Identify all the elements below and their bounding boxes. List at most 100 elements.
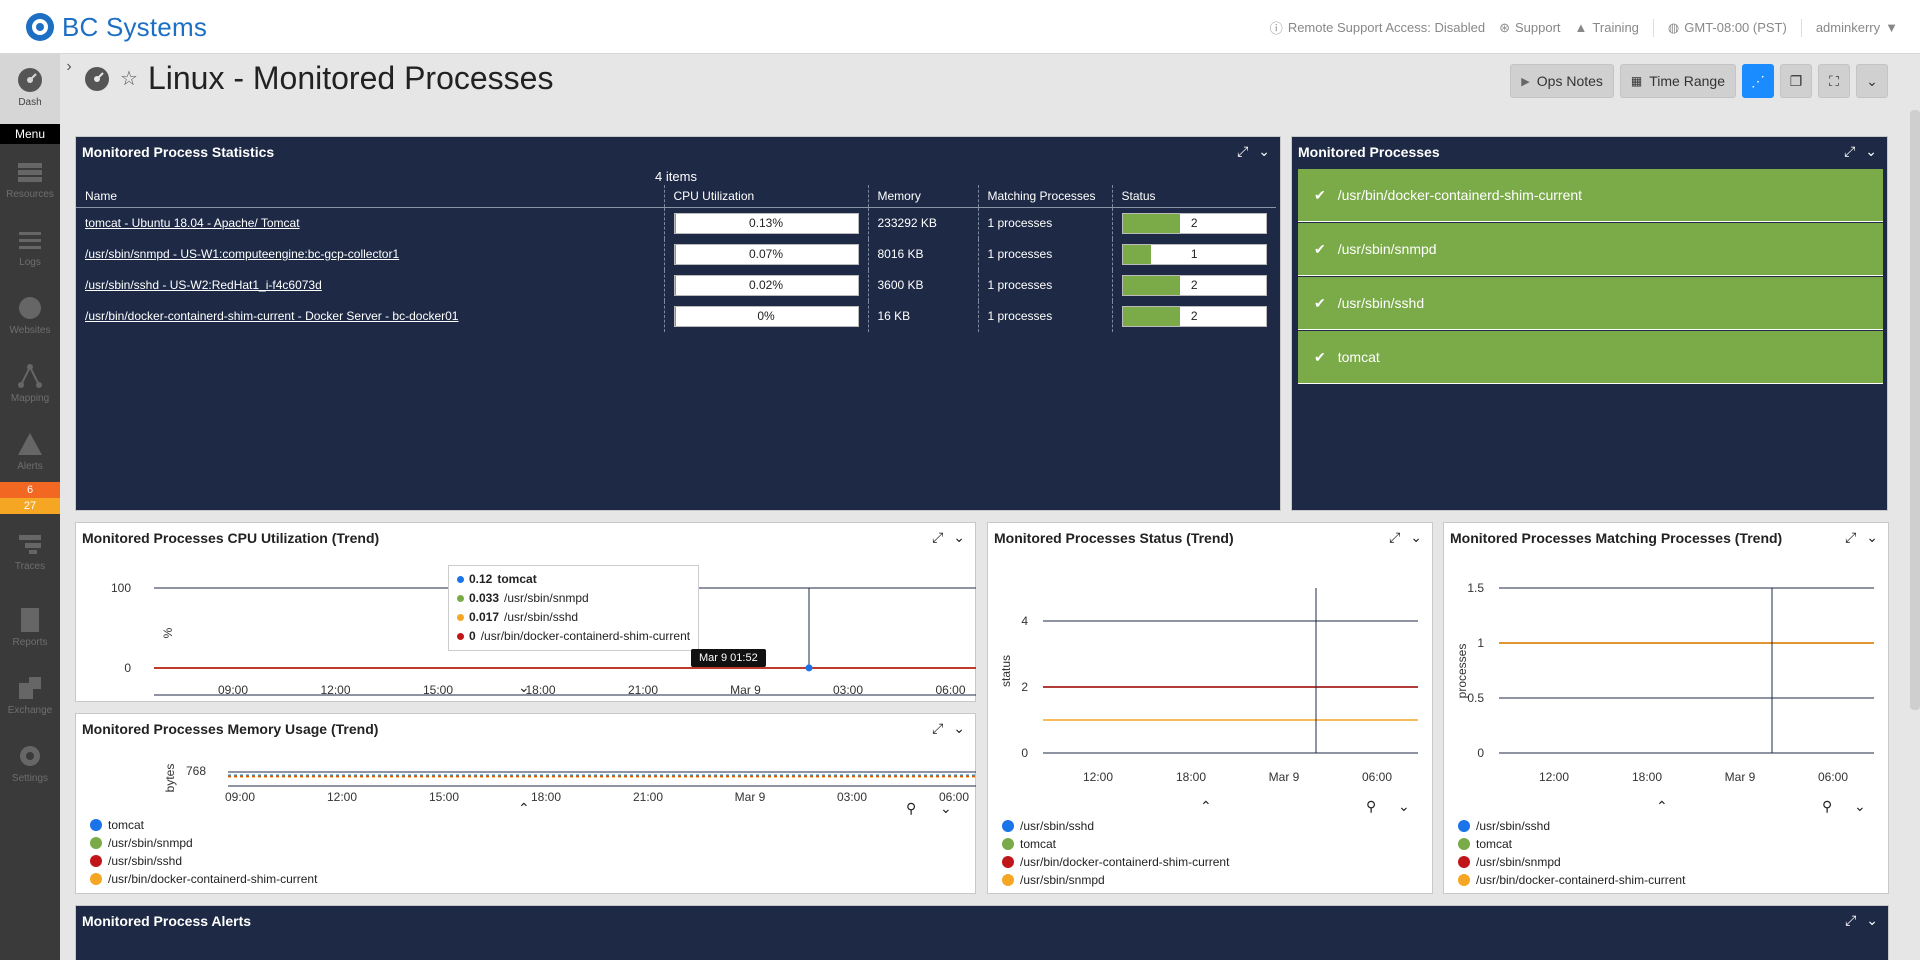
legend-item[interactable]: /usr/sbin/snmpd (1458, 853, 1685, 871)
table-row[interactable]: /usr/sbin/sshd - US-W2:RedHat1_i-f4c6073… (76, 269, 1276, 301)
process-link[interactable]: /usr/bin/docker-containerd-shim-current … (85, 309, 459, 323)
process-link[interactable]: /usr/sbin/snmpd - US-W1:computeengine:bc… (85, 247, 400, 261)
sidebar-item-alerts[interactable]: Alerts (0, 430, 60, 472)
remote-support-link[interactable]: ⓘ Remote Support Access: Disabled (1270, 18, 1485, 37)
legend-item[interactable]: /usr/sbin/sshd (1002, 817, 1229, 835)
matching-trend-chart[interactable]: 0 0.5 1 1.5 processes 12:00 18:00 Mar 9 06:00 (1444, 553, 1888, 783)
legend-item[interactable]: tomcat (1458, 835, 1685, 853)
table-row[interactable]: /usr/sbin/snmpd - US-W1:computeengine:bc… (76, 238, 1276, 270)
logo[interactable]: BC Systems (24, 11, 207, 43)
chevron-down-icon[interactable]: ⌄ (1258, 143, 1270, 159)
chevron-down-icon[interactable]: ⌄ (1398, 798, 1410, 814)
page-scrollbar[interactable] (1910, 110, 1920, 710)
clone-dashboard-button[interactable]: ❐ (1780, 64, 1812, 98)
chevron-up-icon[interactable]: ⌃ (518, 800, 530, 816)
process-link[interactable]: /usr/sbin/sshd - US-W2:RedHat1_i-f4c6073… (85, 278, 322, 292)
legend-item[interactable]: /usr/sbin/snmpd (90, 834, 317, 852)
process-link[interactable]: tomcat - Ubuntu 18.04 - Apache/ Tomcat (85, 216, 300, 231)
support-link[interactable]: ⊛ Support (1499, 20, 1560, 36)
expand-icon[interactable]: ⤢ (1845, 529, 1857, 545)
alert-count-warning[interactable]: 27 (0, 498, 60, 514)
chevron-down-icon[interactable]: ⌄ (518, 679, 530, 695)
sidebar-item-settings[interactable]: Settings (0, 742, 60, 784)
gear-icon (16, 742, 44, 770)
ops-notes-button[interactable]: ▶ Ops Notes (1510, 64, 1614, 98)
sidebar-menu-toggle[interactable]: Menu (0, 124, 60, 144)
cpu-bar-fill (674, 244, 676, 264)
widget-layout-button[interactable]: ⋰ (1742, 64, 1774, 98)
legend-item[interactable]: /usr/sbin/sshd (90, 852, 317, 870)
legend-item[interactable]: /usr/bin/docker-containerd-shim-current (90, 870, 317, 888)
expand-icon[interactable]: ⤢ (1237, 143, 1249, 159)
legend-item[interactable]: /usr/bin/docker-containerd-shim-current (1002, 853, 1229, 871)
legend-item[interactable]: tomcat (1002, 835, 1229, 853)
cpu-trend-chart[interactable]: 0 100% 09:00 12:00 15:00 18:00 21:00 Mar 9 03:00… (76, 553, 976, 698)
chevron-down-icon[interactable]: ⌄ (1866, 529, 1878, 545)
chevron-down-icon[interactable]: ⌄ (1866, 912, 1878, 928)
memory-cell: 233292 KB (867, 207, 978, 239)
zoom-icon[interactable]: ⚲ (1822, 798, 1833, 814)
sidebar-item-resources[interactable]: Resources (0, 158, 60, 200)
legend-item[interactable]: /usr/bin/docker-containerd-shim-current (1458, 871, 1685, 889)
training-link[interactable]: ▲ Training (1575, 20, 1639, 35)
memory-trend-chart[interactable]: bytes 768 09:00 12:00 15:00 18:00 21:00 Mar 9 03… (76, 742, 976, 802)
sidebar-item-dash[interactable]: Dash (0, 54, 60, 124)
sidebar-collapse-button[interactable]: › (60, 56, 78, 80)
sidebar-item-mapping[interactable]: Mapping (0, 362, 60, 404)
chevron-down-icon[interactable]: ⌄ (953, 720, 965, 736)
monitored-process-item[interactable]: ✔ tomcat (1298, 331, 1883, 384)
timezone-selector[interactable]: ◍ GMT-08:00 (PST) (1668, 20, 1787, 36)
y-tick-label: 0.5 (1467, 691, 1484, 705)
chevron-up-icon[interactable]: ⌃ (1656, 798, 1668, 814)
alert-count-error[interactable]: 6 (0, 482, 60, 498)
chevron-down-icon[interactable]: ⌄ (953, 529, 965, 545)
user-menu[interactable]: adminkerry ▼ (1816, 20, 1898, 35)
cpu-value: 0.07% (748, 246, 784, 261)
legend-swatch (90, 855, 102, 867)
column-header[interactable]: Memory (867, 185, 978, 208)
chevron-down-icon[interactable]: ⌄ (1854, 798, 1866, 814)
sidebar-item-traces[interactable]: Traces (0, 530, 60, 572)
sidebar-item-reports[interactable]: Reports (0, 606, 60, 648)
legend-item[interactable]: /usr/sbin/snmpd (1002, 871, 1229, 889)
sidebar-item-exchange[interactable]: Exchange (0, 674, 60, 716)
column-header[interactable]: Status (1111, 185, 1276, 208)
monitored-process-item[interactable]: ✔ /usr/bin/docker-containerd-shim-current (1298, 169, 1883, 222)
monitored-process-item[interactable]: ✔ /usr/sbin/snmpd (1298, 223, 1883, 276)
expand-icon[interactable]: ⤢ (1389, 529, 1401, 545)
status-cell: 1 (1111, 238, 1276, 270)
status-trend-chart[interactable]: 0 2 4 status 12:00 18:00 Mar 9 06:00 (988, 553, 1432, 783)
divider (1800, 18, 1802, 37)
expand-icon[interactable]: ⤢ (932, 529, 944, 545)
document-icon (16, 606, 44, 634)
y-tick-label: 768 (186, 764, 206, 778)
table-row[interactable]: /usr/bin/docker-containerd-shim-current … (76, 300, 1276, 332)
zoom-icon[interactable]: ⚲ (1366, 798, 1377, 814)
legend-item[interactable]: tomcat (90, 816, 317, 834)
chevron-down-icon[interactable]: ⌄ (1410, 529, 1422, 545)
time-range-button[interactable]: ▦ Time Range (1619, 64, 1736, 98)
fullscreen-button[interactable]: ⛶ (1818, 64, 1850, 98)
more-options-button[interactable]: ⌄ (1856, 64, 1888, 98)
y-axis-label: status (999, 655, 1013, 687)
legend-item[interactable]: /usr/sbin/sshd (1458, 817, 1685, 835)
sidebar-item-websites[interactable]: Websites (0, 294, 60, 336)
table-row[interactable]: tomcat - Ubuntu 18.04 - Apache/ Tomcat 0.… (76, 207, 1276, 239)
column-header[interactable]: Name (76, 185, 664, 208)
x-tick-label: 21:00 (633, 790, 663, 802)
chart-tooltip: 0.12 tomcat 0.033/usr/sbin/snmpd 0.017/us… (448, 565, 700, 651)
monitored-process-item[interactable]: ✔ /usr/sbin/sshd (1298, 277, 1883, 330)
check-icon: ✔ (1314, 240, 1326, 257)
x-tick-label: 21:00 (628, 683, 658, 697)
chevron-down-icon[interactable]: ⌄ (940, 800, 952, 816)
sidebar-item-logs[interactable]: Logs (0, 226, 60, 268)
expand-icon[interactable]: ⤢ (1844, 143, 1856, 159)
expand-icon[interactable]: ⤢ (1845, 912, 1857, 928)
chevron-down-icon[interactable]: ⌄ (1865, 143, 1877, 159)
column-header[interactable]: CPU Utilization (663, 185, 868, 208)
zoom-icon[interactable]: ⚲ (906, 800, 917, 816)
chevron-up-icon[interactable]: ⌃ (1200, 798, 1212, 814)
column-header[interactable]: Matching Processes (977, 185, 1112, 208)
favorite-star-icon[interactable]: ☆ (120, 68, 138, 90)
expand-icon[interactable]: ⤢ (932, 720, 944, 736)
